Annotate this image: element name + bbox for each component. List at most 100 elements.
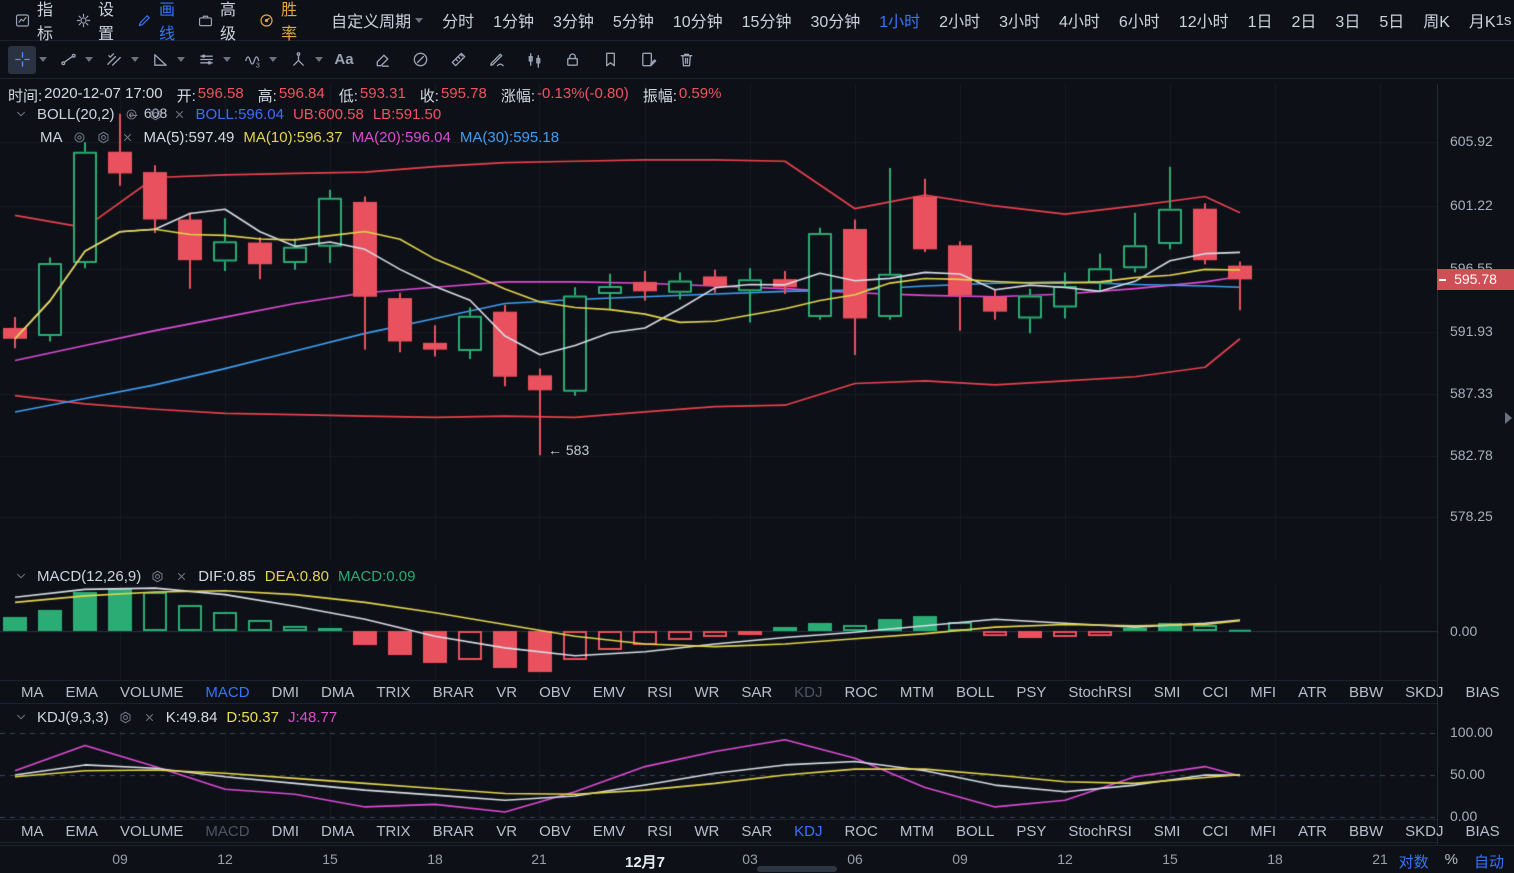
tab-sar[interactable]: SAR (741, 822, 773, 840)
timeframe-周K[interactable]: 周K (1423, 14, 1450, 31)
collapse-chevron-icon[interactable] (14, 569, 28, 583)
tab-roc[interactable]: ROC (844, 683, 878, 701)
timeframe-3分钟[interactable]: 3分钟 (553, 14, 594, 31)
tab-rsi[interactable]: RSI (647, 822, 673, 840)
tab-atr[interactable]: ATR (1298, 822, 1327, 840)
chart-scrollbar-thumb[interactable] (757, 866, 837, 872)
tab-bbw[interactable]: BBW (1348, 822, 1384, 840)
panel-collapse-arrow[interactable] (1505, 412, 1512, 424)
timeframe-12小时[interactable]: 12小时 (1178, 14, 1229, 31)
timeframe-自定义周期[interactable]: 自定义周期 (331, 8, 424, 32)
close-icon[interactable] (174, 569, 189, 584)
tab-cci[interactable]: CCI (1202, 822, 1229, 840)
visibility-eye-icon[interactable] (124, 107, 139, 122)
triangle-tool[interactable] (146, 46, 174, 74)
tab-bbw[interactable]: BBW (1348, 683, 1384, 701)
tab-dmi[interactable]: DMI (271, 822, 300, 840)
main-price-chart[interactable] (0, 84, 1437, 561)
collapse-chevron-icon[interactable] (14, 710, 28, 724)
timeframe-15分钟[interactable]: 15分钟 (741, 14, 792, 31)
parallel-lines-dropdown-caret[interactable] (223, 57, 231, 62)
tab-trix[interactable]: TRIX (376, 822, 411, 840)
tab-stochrsi[interactable]: StochRSI (1068, 822, 1132, 840)
crosshair-dropdown-caret[interactable] (39, 57, 47, 62)
delete-tool[interactable] (672, 46, 700, 74)
wave-dropdown-caret[interactable] (269, 57, 277, 62)
tab-mfi[interactable]: MFI (1250, 822, 1277, 840)
tab-smi[interactable]: SMI (1153, 822, 1181, 840)
timeframe-月K[interactable]: 月K (1468, 14, 1496, 31)
tab-vr[interactable]: VR (496, 683, 518, 701)
percent-scale-button[interactable]: % (1444, 851, 1458, 868)
timeframe-10分钟[interactable]: 10分钟 (672, 14, 723, 31)
tab-obv[interactable]: OBV (539, 683, 571, 701)
timeframe-5日[interactable]: 5日 (1379, 14, 1405, 31)
tab-volume[interactable]: VOLUME (120, 683, 184, 701)
tab-smi[interactable]: SMI (1153, 683, 1181, 701)
percent-circle-tool[interactable] (406, 46, 434, 74)
trend-lines-tool[interactable] (100, 46, 128, 74)
tab-brar[interactable]: BRAR (432, 683, 475, 701)
tab-stochrsi[interactable]: StochRSI (1068, 683, 1132, 701)
ruler-tool[interactable] (444, 46, 472, 74)
auto-scale-button[interactable]: 自动 (1473, 854, 1504, 871)
settings-gear-icon[interactable] (96, 130, 111, 145)
tab-dmi[interactable]: DMI (271, 683, 300, 701)
bookmark-tool[interactable] (596, 46, 624, 74)
template-tool[interactable] (634, 46, 662, 74)
winrate-button[interactable]: 胜率 (258, 0, 297, 44)
pattern-tool[interactable] (520, 46, 548, 74)
eraser-tool[interactable] (368, 46, 396, 74)
tab-ma[interactable]: MA (21, 822, 44, 840)
tab-psy[interactable]: PSY (1016, 822, 1047, 840)
tab-rsi[interactable]: RSI (647, 683, 673, 701)
draw-button[interactable]: 画线 (136, 0, 175, 44)
timeframe-3日[interactable]: 3日 (1335, 14, 1361, 31)
tab-vr[interactable]: VR (496, 822, 518, 840)
tab-mtm[interactable]: MTM (899, 822, 934, 840)
timeframe-分时[interactable]: 分时 (442, 14, 475, 31)
brush-tool[interactable] (482, 46, 510, 74)
tab-wr[interactable]: WR (694, 822, 720, 840)
tab-roc[interactable]: ROC (844, 822, 878, 840)
tab-boll[interactable]: BOLL (956, 822, 995, 840)
close-icon[interactable] (172, 107, 187, 122)
settings-gear-icon[interactable] (118, 710, 133, 725)
tab-obv[interactable]: OBV (539, 822, 571, 840)
timeframe-1小时[interactable]: 1小时 (879, 14, 921, 31)
tab-emv[interactable]: EMV (592, 822, 626, 840)
tab-bias[interactable]: BIAS (1465, 683, 1500, 701)
visibility-eye-icon[interactable] (72, 130, 87, 145)
tab-brar[interactable]: BRAR (432, 822, 475, 840)
log-scale-button[interactable]: 对数 (1398, 854, 1429, 871)
kdj-chart[interactable] (0, 731, 1437, 819)
tab-bias[interactable]: BIAS (1465, 822, 1500, 840)
macd-chart[interactable] (0, 584, 1437, 680)
text-tool[interactable]: Aa (330, 46, 358, 74)
timeframe-1日[interactable]: 1日 (1247, 14, 1273, 31)
pitchfork-tool[interactable] (284, 46, 312, 74)
crosshair-tool[interactable] (8, 45, 36, 74)
advanced-button[interactable]: 高级 (197, 0, 236, 44)
tab-mtm[interactable]: MTM (899, 683, 934, 701)
tab-mfi[interactable]: MFI (1250, 683, 1277, 701)
timeframe-3小时[interactable]: 3小时 (999, 14, 1040, 31)
tab-macd[interactable]: MACD (205, 822, 250, 840)
tab-ma[interactable]: MA (21, 683, 44, 701)
tab-cci[interactable]: CCI (1202, 683, 1229, 701)
tab-wr[interactable]: WR (694, 683, 720, 701)
timeframe-30分钟[interactable]: 30分钟 (810, 14, 861, 31)
tab-dma[interactable]: DMA (321, 683, 355, 701)
pitchfork-dropdown-caret[interactable] (315, 57, 323, 62)
tab-skdj[interactable]: SKDJ (1405, 683, 1444, 701)
timeframe-1分钟[interactable]: 1分钟 (493, 14, 535, 31)
timeframe-2日[interactable]: 2日 (1291, 14, 1317, 31)
tab-trix[interactable]: TRIX (376, 683, 411, 701)
timeframe-2小时[interactable]: 2小时 (939, 14, 981, 31)
tab-ema[interactable]: EMA (65, 822, 99, 840)
tab-kdj[interactable]: KDJ (794, 683, 823, 701)
indicator-button[interactable]: 指标 (14, 0, 53, 44)
settings-button[interactable]: 设置 (75, 0, 114, 44)
tab-psy[interactable]: PSY (1016, 683, 1047, 701)
settings-gear-icon[interactable] (150, 569, 165, 584)
